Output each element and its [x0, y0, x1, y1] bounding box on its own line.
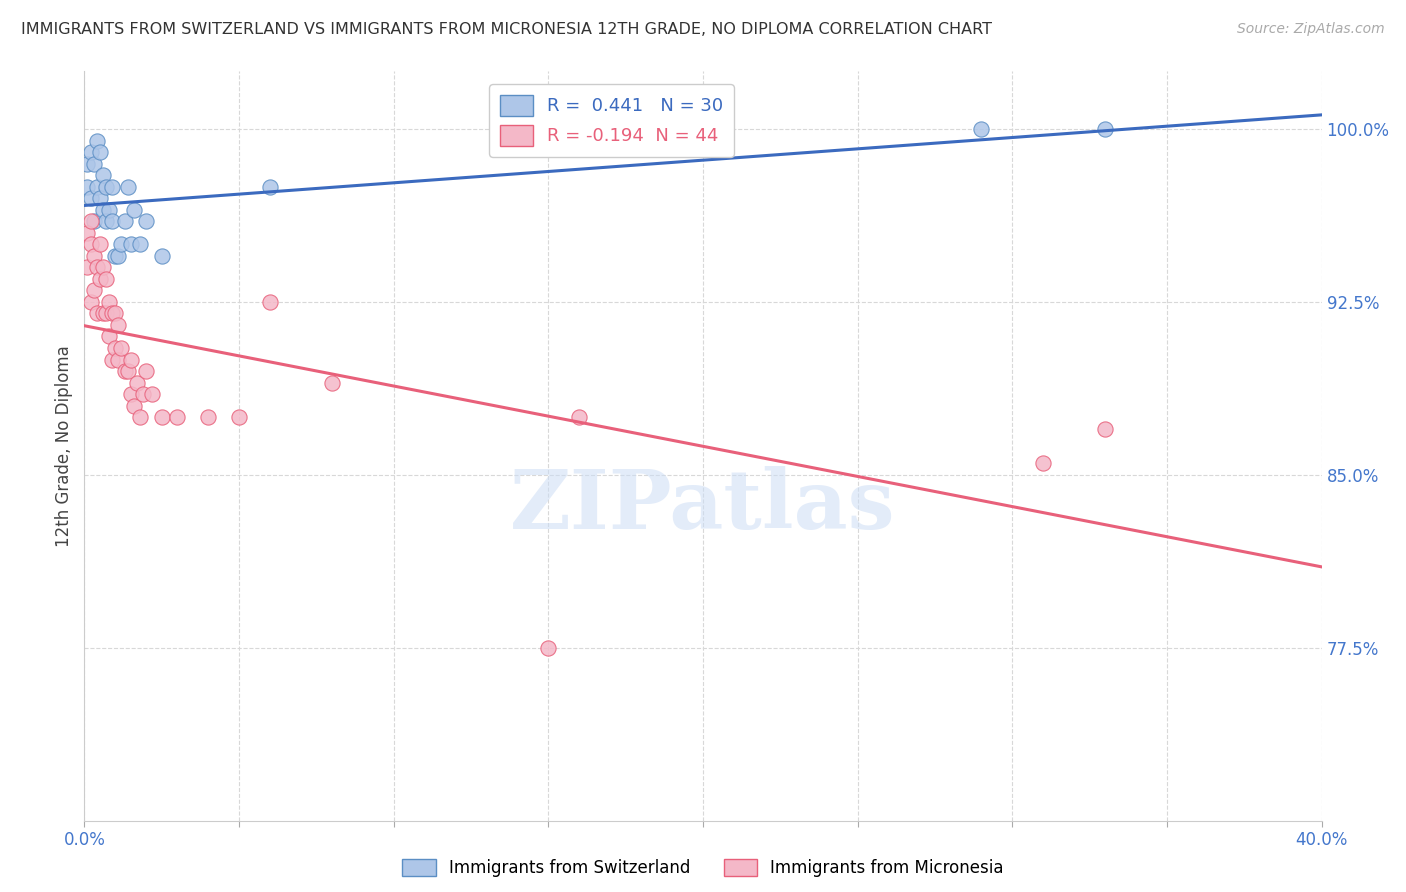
- Point: [1032, 456, 1054, 470]
- Point: [83, 156, 105, 170]
- Y-axis label: 12th Grade, No Diploma: 12th Grade, No Diploma: [55, 345, 73, 547]
- Point: [150, 249, 173, 263]
- Point: [79, 237, 101, 252]
- Point: [1094, 422, 1116, 436]
- Point: [98, 329, 121, 343]
- Point: [86, 179, 108, 194]
- Point: [98, 294, 121, 309]
- Legend: R =  0.441   N = 30, R = -0.194  N = 44: R = 0.441 N = 30, R = -0.194 N = 44: [489, 84, 734, 156]
- Point: [122, 399, 145, 413]
- Point: [83, 284, 105, 298]
- Point: [79, 191, 101, 205]
- Point: [166, 410, 188, 425]
- Point: [120, 352, 142, 367]
- Point: [228, 410, 250, 425]
- Point: [114, 214, 136, 228]
- Point: [129, 410, 152, 425]
- Point: [122, 202, 145, 217]
- Point: [568, 410, 591, 425]
- Point: [107, 318, 129, 332]
- Point: [89, 191, 111, 205]
- Point: [89, 237, 111, 252]
- Text: ZIPatlas: ZIPatlas: [510, 466, 896, 546]
- Point: [321, 376, 343, 390]
- Point: [104, 341, 127, 355]
- Point: [98, 202, 121, 217]
- Point: [94, 272, 117, 286]
- Point: [104, 249, 127, 263]
- Point: [76, 179, 98, 194]
- Point: [129, 237, 152, 252]
- Point: [104, 306, 127, 320]
- Point: [107, 249, 129, 263]
- Point: [117, 179, 139, 194]
- Point: [94, 306, 117, 320]
- Point: [125, 376, 148, 390]
- Point: [141, 387, 163, 401]
- Point: [83, 214, 105, 228]
- Point: [537, 640, 560, 655]
- Point: [94, 214, 117, 228]
- Point: [259, 179, 281, 194]
- Point: [91, 168, 114, 182]
- Point: [101, 214, 124, 228]
- Point: [101, 306, 124, 320]
- Point: [89, 145, 111, 159]
- Point: [91, 306, 114, 320]
- Point: [86, 260, 108, 275]
- Point: [197, 410, 219, 425]
- Point: [76, 156, 98, 170]
- Point: [117, 364, 139, 378]
- Legend: Immigrants from Switzerland, Immigrants from Micronesia: Immigrants from Switzerland, Immigrants …: [395, 852, 1011, 884]
- Point: [259, 294, 281, 309]
- Point: [120, 387, 142, 401]
- Point: [135, 364, 157, 378]
- Point: [150, 410, 173, 425]
- Point: [132, 387, 155, 401]
- Text: IMMIGRANTS FROM SWITZERLAND VS IMMIGRANTS FROM MICRONESIA 12TH GRADE, NO DIPLOMA: IMMIGRANTS FROM SWITZERLAND VS IMMIGRANT…: [21, 22, 993, 37]
- Point: [76, 226, 98, 240]
- Point: [107, 352, 129, 367]
- Point: [101, 352, 124, 367]
- Point: [83, 249, 105, 263]
- Point: [101, 179, 124, 194]
- Point: [91, 260, 114, 275]
- Point: [76, 260, 98, 275]
- Point: [94, 179, 117, 194]
- Point: [970, 122, 993, 136]
- Text: Source: ZipAtlas.com: Source: ZipAtlas.com: [1237, 22, 1385, 37]
- Point: [110, 341, 132, 355]
- Point: [135, 214, 157, 228]
- Point: [79, 145, 101, 159]
- Point: [79, 294, 101, 309]
- Point: [110, 237, 132, 252]
- Point: [114, 364, 136, 378]
- Point: [86, 306, 108, 320]
- Point: [79, 214, 101, 228]
- Point: [91, 202, 114, 217]
- Point: [89, 272, 111, 286]
- Point: [86, 134, 108, 148]
- Point: [1094, 122, 1116, 136]
- Point: [120, 237, 142, 252]
